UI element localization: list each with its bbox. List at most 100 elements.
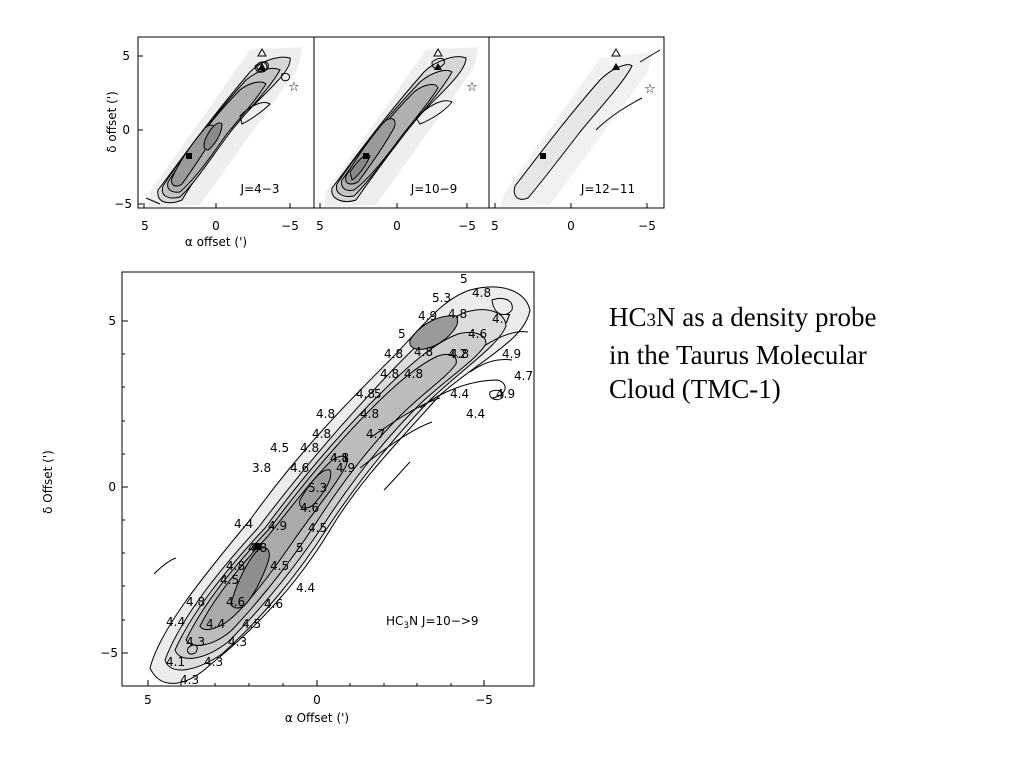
density-label: 4.6 — [226, 595, 245, 609]
density-label: 4.7 — [514, 369, 533, 383]
density-label: 5.3 — [432, 291, 451, 305]
contour-map-j4-3 — [145, 47, 302, 207]
main-xlabel: α Offset (') — [285, 711, 349, 725]
caption-line-2: in the Taurus Molecular — [609, 340, 867, 370]
density-label: 4.8 — [414, 345, 433, 359]
panel-j4-3: ☆ J=4−3 — [137, 36, 315, 209]
triangle-marker-icon — [611, 47, 621, 57]
contour-map-j12-11 — [500, 49, 661, 207]
density-label: 4.8 — [384, 347, 403, 361]
top-xtick: 5 — [491, 219, 499, 233]
top-xtick: 0 — [212, 219, 220, 233]
density-label: 4.1 — [166, 655, 185, 669]
density-label: 4.8 — [404, 367, 423, 381]
panel-label-j4-3: J=4−3 — [240, 182, 280, 196]
density-label: 4.6 — [300, 501, 319, 515]
density-label: 4.5 — [242, 617, 261, 631]
triangle-marker-icon — [433, 47, 443, 57]
density-label: 4.2 — [448, 347, 467, 361]
top-xtick: 5 — [141, 219, 149, 233]
density-label: 4.9 — [496, 387, 515, 401]
density-label: 4.8 — [448, 307, 467, 321]
caption-line-1: HC3N as a density probe — [609, 302, 877, 332]
source-marker-square — [540, 153, 546, 159]
density-label: 4.3 — [228, 635, 247, 649]
top-tick-labels: 5 0 −5 5 0 −5 5 0 −5 5 0 −5 α offset (')… — [105, 49, 656, 249]
main-ylabel: δ Offset (') — [41, 450, 55, 514]
main-ytick: 0 — [108, 480, 116, 494]
panel-j10-9: ☆ J=10−9 — [313, 36, 490, 209]
density-label: 4.8 — [472, 286, 491, 300]
density-label: 5 — [374, 387, 382, 401]
density-label: 5.3 — [308, 481, 327, 495]
density-label: 5 — [460, 272, 468, 286]
panel-label-j12-11: J=12−11 — [580, 182, 635, 196]
density-label: 4.4 — [166, 615, 185, 629]
contour-map-j10-9 — [324, 47, 478, 207]
density-label: 4.9 — [418, 309, 437, 323]
source-marker-square — [186, 153, 192, 159]
main-xtick: 0 — [313, 693, 321, 707]
density-label: 4.8 — [312, 427, 331, 441]
density-label: 4.4 — [206, 617, 225, 631]
density-label: 4.4 — [234, 517, 253, 531]
star-marker-icon: ☆ — [288, 80, 300, 95]
top-panels: ☆ J=4−3 ☆ J=10−9 — [105, 36, 665, 249]
main-ytick: −5 — [100, 646, 118, 660]
slide-caption: HC3N as a density probe in the Taurus Mo… — [609, 300, 1009, 406]
density-label: 4.7 — [366, 427, 385, 441]
source-marker-square — [254, 543, 261, 550]
source-marker-square — [363, 153, 369, 159]
density-label: 4.4 — [450, 387, 469, 401]
density-label: 5 — [296, 541, 304, 555]
density-label: 4.8 — [226, 559, 245, 573]
top-xtick: −5 — [281, 219, 299, 233]
density-label: 4.5 — [270, 559, 289, 573]
density-label: 4.8 — [186, 595, 205, 609]
top-xtick: −5 — [638, 219, 656, 233]
top-ytick: 5 — [122, 49, 130, 63]
density-label: 4.8 — [316, 407, 335, 421]
top-xtick: −5 — [458, 219, 476, 233]
star-marker-icon: ☆ — [466, 80, 478, 95]
density-label: 4.7 — [492, 312, 511, 326]
density-label: 4.6 — [468, 327, 487, 341]
density-label: 4.9 — [502, 347, 521, 361]
caption-line-3: Cloud (TMC-1) — [609, 374, 781, 404]
top-xtick: 5 — [316, 219, 324, 233]
density-label: 4.9 — [268, 519, 287, 533]
density-label: 4.5 — [270, 441, 289, 455]
density-label: 4.8 — [380, 367, 399, 381]
density-label: 5 — [398, 327, 406, 341]
top-ytick: −5 — [114, 197, 132, 211]
density-label: 4.3 — [204, 655, 223, 669]
top-ytick: 0 — [122, 123, 130, 137]
panel-j12-11: ☆ J=12−11 — [488, 36, 665, 209]
main-ytick: 5 — [108, 314, 116, 328]
main-panel: 5 0 −5 5 0 −5 α Offset (') δ Offset (') … — [41, 271, 535, 725]
density-label: 4.8 — [300, 441, 319, 455]
panel-label-j10-9: J=10−9 — [410, 182, 458, 196]
density-label: 4.6 — [290, 461, 309, 475]
density-label: 4.5 — [220, 573, 239, 587]
density-label: 4.3 — [186, 635, 205, 649]
star-marker-icon: ☆ — [644, 82, 656, 97]
density-label: 3.8 — [252, 461, 271, 475]
density-label: 4.8 — [330, 451, 349, 465]
density-label: 4.8 — [450, 347, 469, 361]
density-label: 4.6 — [264, 597, 283, 611]
filled-triangle-marker-icon — [612, 63, 620, 70]
top-axis-ticks — [138, 55, 648, 208]
main-panel-label: HC3N J=10−>9 — [386, 614, 479, 631]
density-label: 4.4 — [296, 581, 315, 595]
main-tick-labels: 5 0 −5 5 0 −5 α Offset (') δ Offset (') … — [41, 314, 493, 725]
main-axis-ticks — [122, 320, 485, 686]
filled-triangle-marker-icon — [258, 63, 266, 70]
main-xtick: 5 — [144, 693, 152, 707]
density-label: 4.8 — [356, 387, 375, 401]
density-label: 4.8 — [248, 541, 267, 555]
density-label: 4.8 — [360, 407, 379, 421]
top-ylabel: δ offset (') — [105, 91, 119, 153]
triangle-marker-icon — [257, 47, 267, 57]
